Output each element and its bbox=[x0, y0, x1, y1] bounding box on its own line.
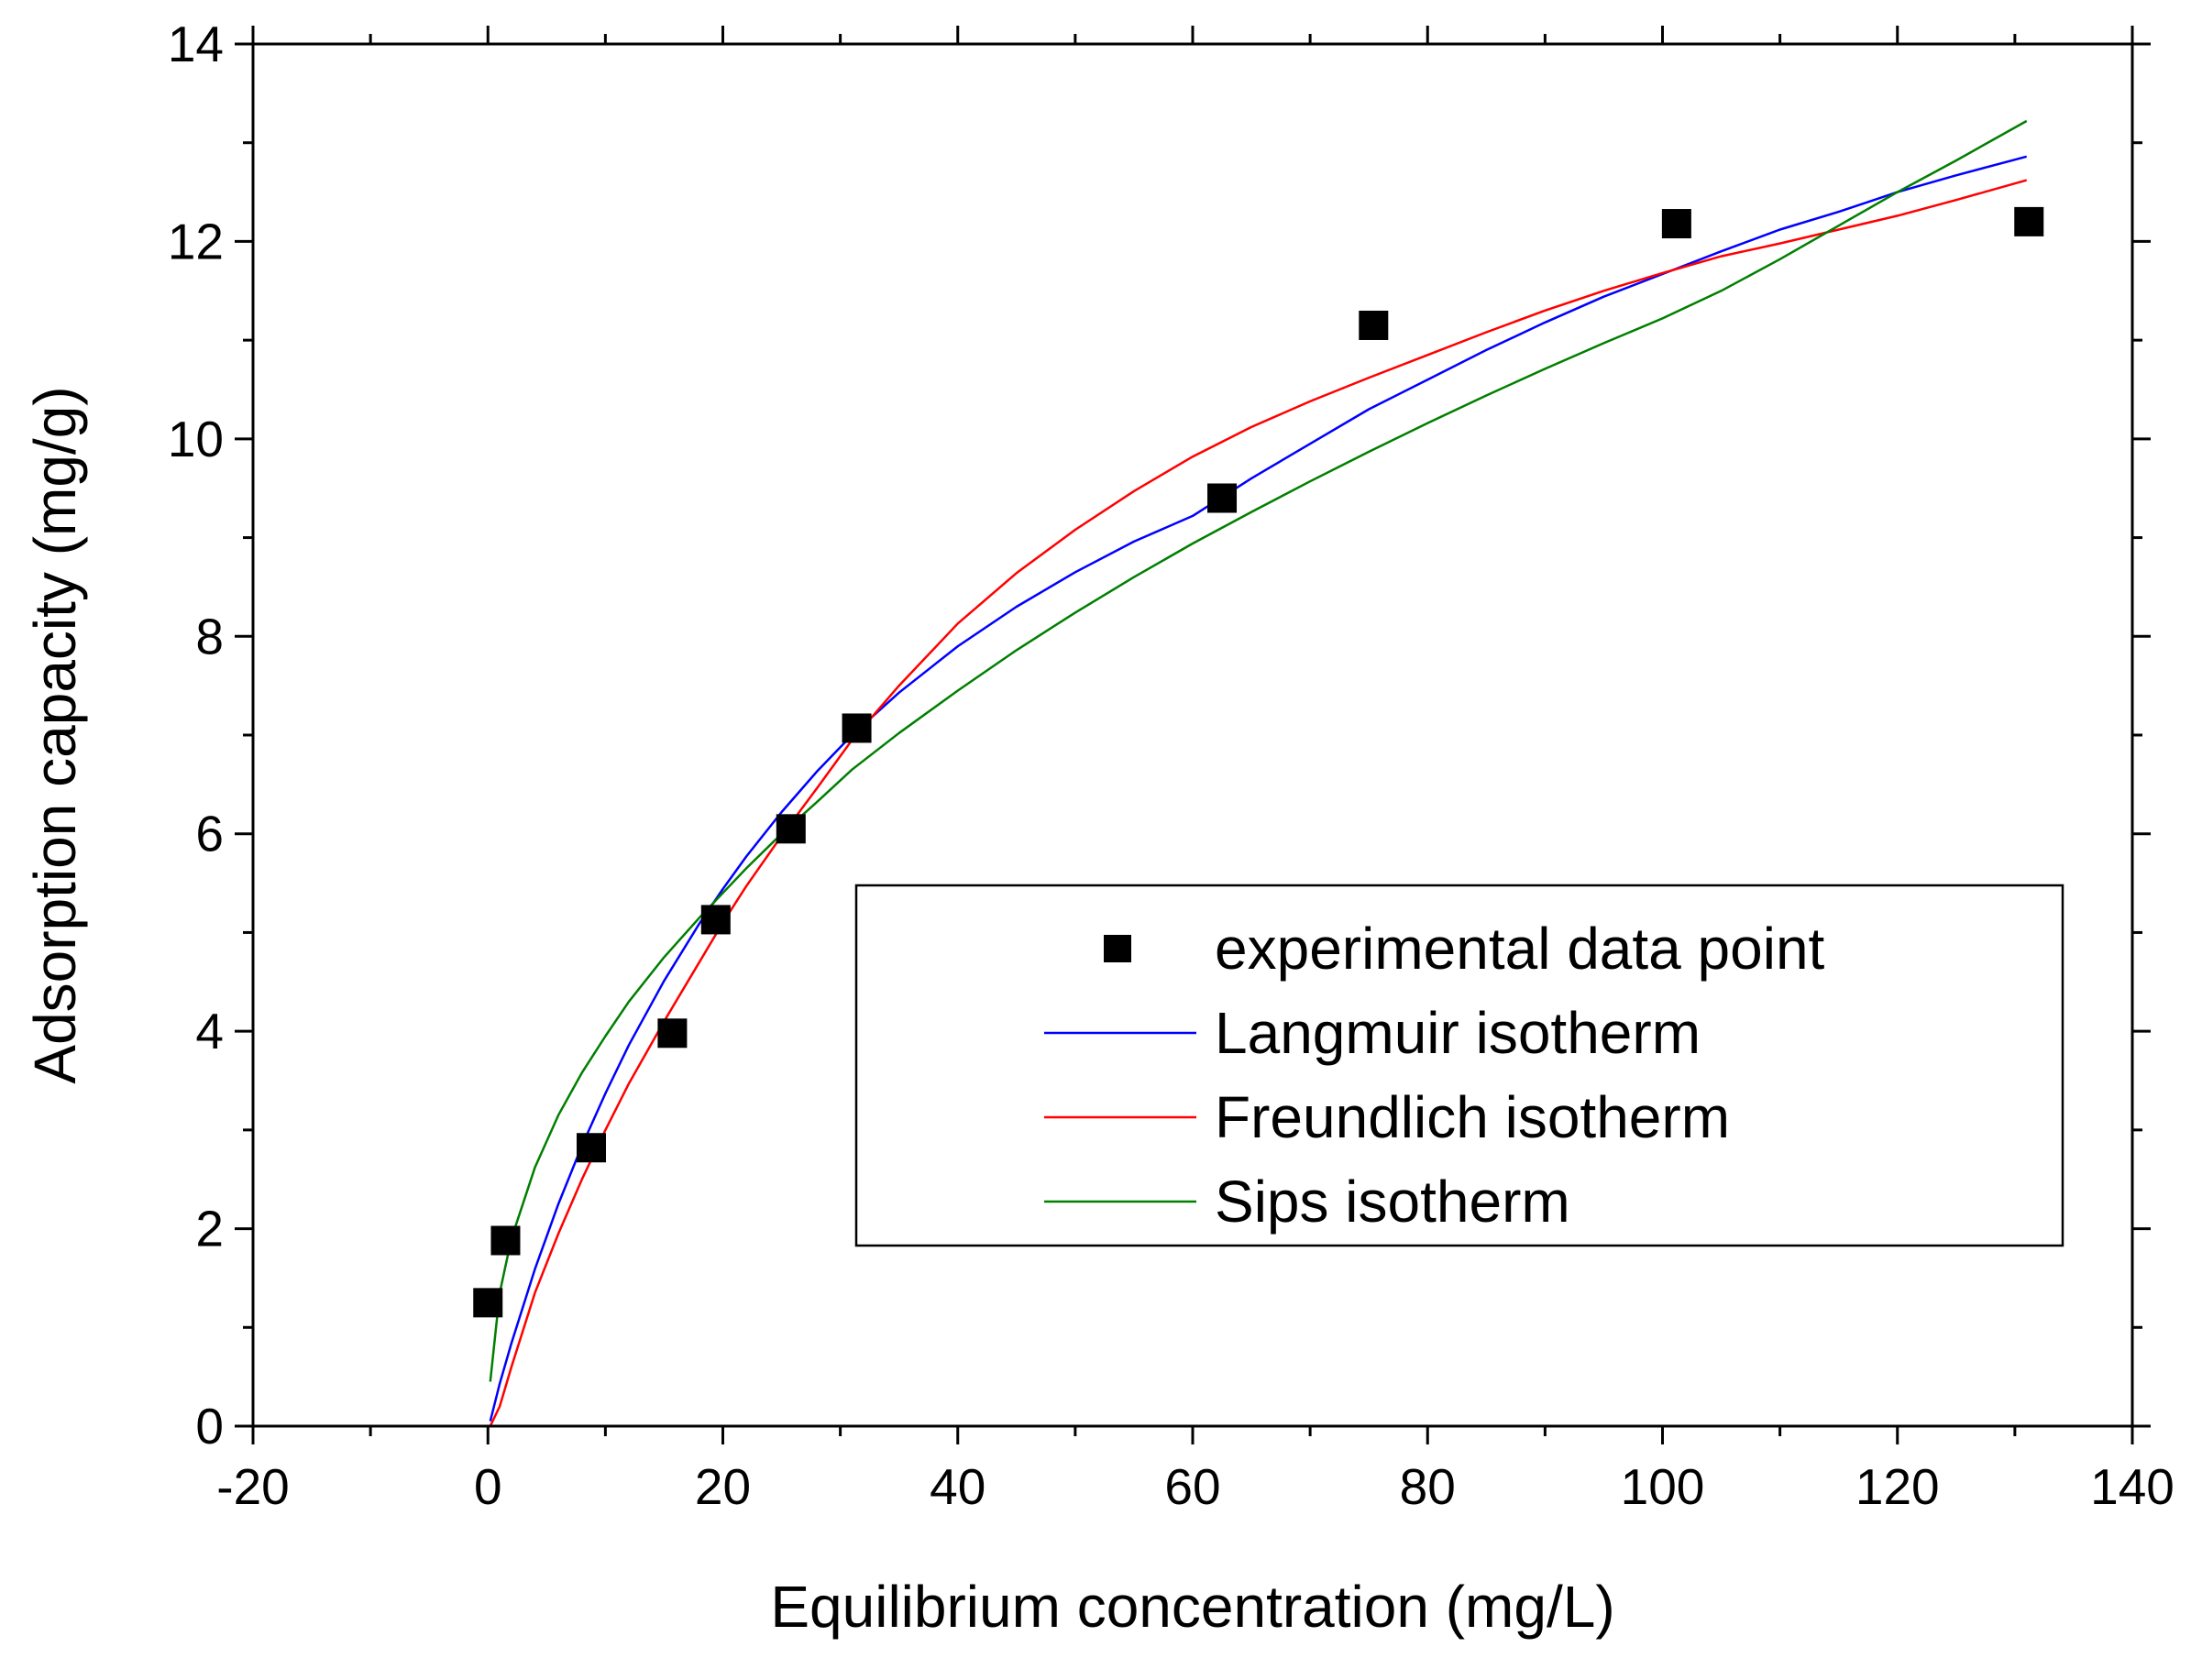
x-tick-label: 120 bbox=[1855, 1458, 1940, 1515]
x-tick-label: 20 bbox=[695, 1458, 751, 1515]
data-point bbox=[700, 905, 731, 935]
y-tick-label: 0 bbox=[195, 1398, 224, 1455]
legend-items: experimental data point Langmuir isotherm… bbox=[1044, 916, 1825, 1235]
legend-box bbox=[854, 884, 2064, 1247]
data-point bbox=[842, 713, 872, 743]
plot-layer bbox=[473, 119, 2044, 1427]
x-tick-label: 140 bbox=[2090, 1458, 2174, 1515]
x-tick-label: 40 bbox=[930, 1458, 985, 1515]
data-point bbox=[577, 1133, 606, 1163]
sips-isotherm-line bbox=[489, 119, 2028, 1382]
y-tick-label: 8 bbox=[195, 608, 224, 664]
data-point bbox=[657, 1018, 688, 1049]
y-tick-label: 4 bbox=[195, 1003, 224, 1060]
data-point bbox=[1207, 483, 1238, 513]
data-point bbox=[490, 1225, 521, 1256]
x-tick-label: -20 bbox=[216, 1458, 290, 1515]
x-tick-label: 0 bbox=[474, 1458, 502, 1515]
y-axis-title: Adsorption capacity (mg/g) bbox=[22, 386, 88, 1083]
x-tick-label: 60 bbox=[1164, 1458, 1220, 1515]
legend-label: Sips isotherm bbox=[1215, 1169, 1570, 1235]
y-tick-label: 14 bbox=[168, 16, 224, 72]
legend-label: Freundlich isotherm bbox=[1215, 1084, 1730, 1150]
data-point bbox=[1661, 209, 1691, 239]
x-tick-label: 100 bbox=[1621, 1458, 1705, 1515]
data-point bbox=[776, 814, 806, 844]
legend: experimental data point Langmuir isotherm… bbox=[854, 884, 2064, 1247]
y-tick-label: 6 bbox=[195, 806, 224, 862]
data-point bbox=[473, 1288, 503, 1318]
data-point bbox=[1359, 310, 1389, 340]
legend-marker bbox=[1104, 935, 1131, 962]
x-tick-label: 80 bbox=[1400, 1458, 1456, 1515]
y-tick-label: 12 bbox=[168, 213, 224, 269]
x-axis-title: Equilibrium concentration (mg/L) bbox=[770, 1574, 1614, 1640]
legend-label: Langmuir isotherm bbox=[1215, 1000, 1701, 1066]
y-tick-label: 2 bbox=[195, 1201, 224, 1257]
y-tick-label: 10 bbox=[168, 411, 224, 467]
legend-label: experimental data point bbox=[1215, 916, 1825, 982]
data-point bbox=[2014, 206, 2044, 236]
